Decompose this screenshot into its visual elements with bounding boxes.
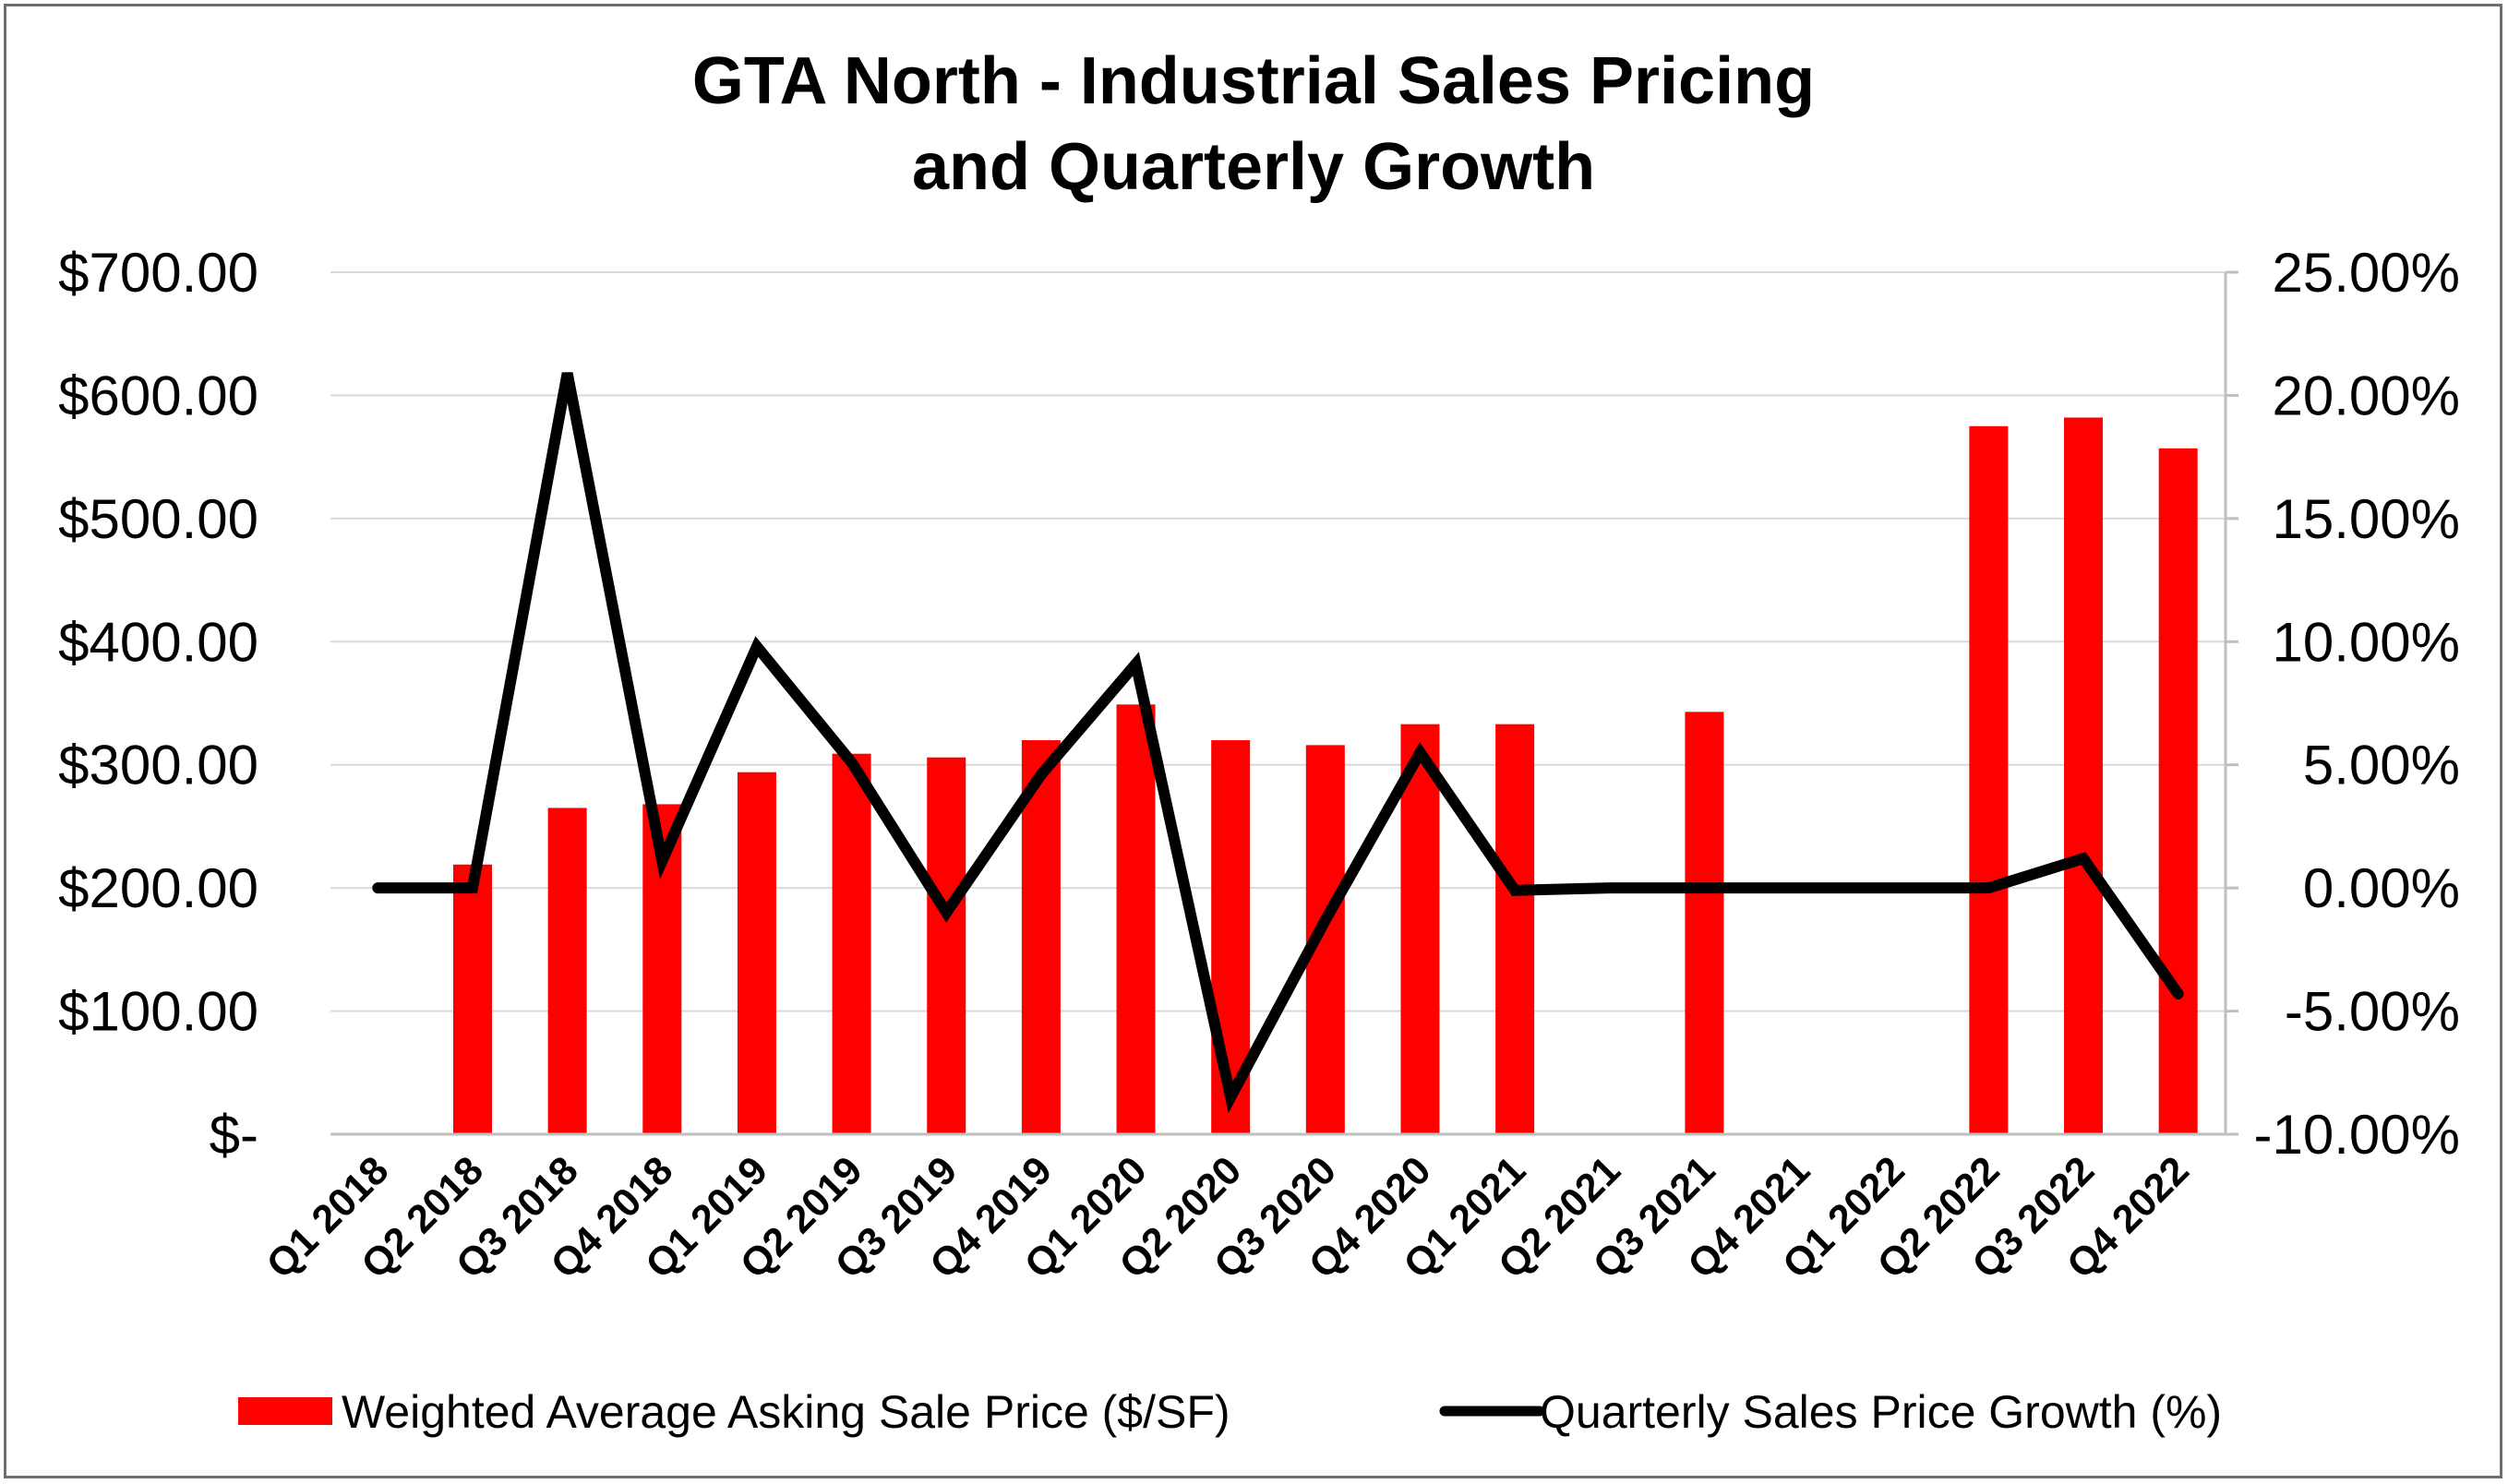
bar-q2-2022 — [1969, 425, 2009, 1134]
right-tick-label: 10.00% — [2273, 611, 2461, 673]
chart-title-line-2: and Quarterly Growth — [912, 130, 1595, 204]
bar-q3-2021 — [1685, 712, 1724, 1134]
growth-line-path — [372, 372, 2184, 1114]
right-tick-label: 0.00% — [2303, 857, 2460, 919]
right-tick-label: 15.00% — [2273, 488, 2461, 550]
left-tick-label: $400.00 — [58, 611, 258, 673]
bar-q1-2019 — [737, 772, 776, 1134]
right-tick-label: 20.00% — [2273, 365, 2461, 426]
left-tick-label: $200.00 — [58, 857, 258, 919]
bar-q3-2022 — [2064, 417, 2104, 1135]
right-tick-label: 25.00% — [2273, 242, 2461, 304]
bar-q1-2020 — [1116, 704, 1156, 1134]
axes — [330, 270, 2238, 1136]
left-tick-label: $700.00 — [58, 242, 258, 304]
left-tick-label: $100.00 — [58, 981, 258, 1043]
left-tick-label: $500.00 — [58, 488, 258, 550]
legend-bar-swatch — [238, 1397, 332, 1425]
legend-bar-label: Weighted Average Asking Sale Price ($/SF… — [342, 1386, 1230, 1438]
bar-q4-2022 — [2158, 448, 2198, 1134]
bar-q4-2019 — [1021, 740, 1061, 1134]
chart-title-line-1: GTA North - Industrial Sales Pricing — [692, 44, 1815, 118]
legend-line-label: Quarterly Sales Price Growth (%) — [1540, 1386, 2222, 1438]
bar-q3-2019 — [927, 757, 966, 1134]
bar-q1-2021 — [1495, 724, 1535, 1134]
price-bars — [452, 417, 2198, 1135]
legend: Weighted Average Asking Sale Price ($/SF… — [238, 1386, 2222, 1438]
left-tick-label: $600.00 — [58, 365, 258, 426]
bar-q4-2020 — [1400, 724, 1440, 1134]
left-tick-label: $- — [210, 1104, 258, 1166]
bar-q2-2018 — [452, 864, 492, 1134]
right-tick-label: 5.00% — [2303, 735, 2460, 796]
left-tick-label: $300.00 — [58, 735, 258, 796]
right-tick-label: -5.00% — [2285, 981, 2460, 1043]
growth-line — [372, 372, 2184, 1114]
bar-q3-2018 — [547, 808, 587, 1134]
right-tick-label: -10.00% — [2254, 1104, 2460, 1166]
bar-q2-2019 — [832, 753, 871, 1134]
